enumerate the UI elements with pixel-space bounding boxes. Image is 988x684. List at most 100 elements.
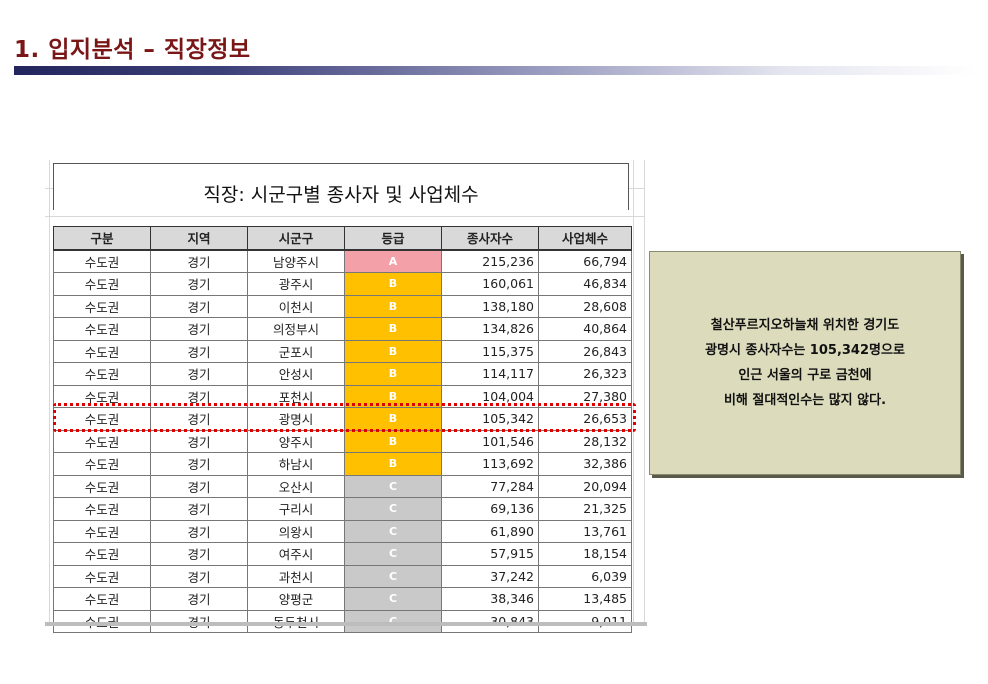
cell-city: 여주시 xyxy=(247,542,345,566)
cell-businesses: 18,154 xyxy=(538,542,632,566)
cell-businesses: 46,834 xyxy=(538,272,632,296)
cell-businesses: 6,039 xyxy=(538,564,632,588)
cell-grade: C xyxy=(344,519,442,543)
cell-region: 경기 xyxy=(150,587,248,611)
cell-grade: C xyxy=(344,474,442,498)
cell-businesses: 66,794 xyxy=(538,249,632,273)
note-line: 비해 절대적인수는 많지 않다. xyxy=(723,393,887,408)
cell-workers: 38,346 xyxy=(441,587,539,611)
cell-region: 경기 xyxy=(150,429,248,453)
cell-region: 경기 xyxy=(150,294,248,318)
cell-city: 의정부시 xyxy=(247,317,345,341)
title-underline-bar xyxy=(14,66,976,75)
cell-workers: 37,242 xyxy=(441,564,539,588)
cell-grade: A xyxy=(344,249,442,273)
cell-city: 과천시 xyxy=(247,564,345,588)
cell-workers: 69,136 xyxy=(441,497,539,521)
table-row: 수도권 경기 안성시 B 114,117 26,323 xyxy=(53,362,632,386)
table-row: 수도권경기동두천시C30,8439,011 xyxy=(53,609,632,633)
cell-division: 수도권 xyxy=(53,452,151,476)
table-row: 수도권 경기 포천시 B 104,004 27,380 xyxy=(53,384,632,408)
cell-businesses: 28,132 xyxy=(538,429,632,453)
cell-division: 수도권 xyxy=(53,294,151,318)
cell-city: 남양주시 xyxy=(247,249,345,273)
sheet-gridline xyxy=(633,160,634,625)
cell-grade: C xyxy=(344,497,442,521)
cell-city: 하남시 xyxy=(247,452,345,476)
page-title: 1. 입지분석 – 직장정보 xyxy=(14,37,251,63)
table-row: 수도권 경기 하남시 B 113,692 32,386 xyxy=(53,452,632,476)
cell-city: 오산시 xyxy=(247,474,345,498)
sheet-gridline xyxy=(45,216,645,217)
cell-grade: C xyxy=(344,587,442,611)
cell-workers: 61,890 xyxy=(441,519,539,543)
note-box: 철산푸르지오하늘채 위치한 경기도 광명시 종사자수는 105,342명으로 인… xyxy=(649,251,961,475)
cell-division: 수도권 xyxy=(53,249,151,273)
cell-businesses: 28,608 xyxy=(538,294,632,318)
header-division: 구분 xyxy=(53,226,151,251)
cell-businesses: 32,386 xyxy=(538,452,632,476)
cell-workers: 77,284 xyxy=(441,474,539,498)
cell-businesses: 40,864 xyxy=(538,317,632,341)
cell-division: 수도권 xyxy=(53,339,151,363)
cell-businesses: 9,011 xyxy=(538,609,632,633)
cell-city: 안성시 xyxy=(247,362,345,386)
cell-workers: 114,117 xyxy=(441,362,539,386)
highlight-box-gwangmyeong xyxy=(53,403,636,432)
table-row: 수도권 경기 과천시 C 37,242 6,039 xyxy=(53,564,632,588)
cell-grade: B xyxy=(344,429,442,453)
cell-workers: 101,546 xyxy=(441,429,539,453)
cell-grade: B xyxy=(344,317,442,341)
cell-region: 경기 xyxy=(150,317,248,341)
cell-division: 수도권 xyxy=(53,564,151,588)
cell-city: 군포시 xyxy=(247,339,345,363)
sheet-bottom-edge xyxy=(45,622,647,626)
cell-region: 경기 xyxy=(150,362,248,386)
data-table: 구분 지역 시군구 등급 종사자수 사업체수 수도권 경기 남양주시 A 215,236… xyxy=(53,226,632,633)
cell-grade: C xyxy=(344,609,442,633)
cell-businesses: 26,653 xyxy=(538,407,632,431)
table-row: 수도권 경기 양평군 C 38,346 13,485 xyxy=(53,587,632,611)
cell-city: 이천시 xyxy=(247,294,345,318)
cell-workers: 113,692 xyxy=(441,452,539,476)
cell-region: 경기 xyxy=(150,609,248,633)
cell-city: 광주시 xyxy=(247,272,345,296)
table-row: 수도권 경기 의왕시 C 61,890 13,761 xyxy=(53,519,632,543)
table-area: 직장: 시군구별 종사자 및 사업체수 구분 지역 시군구 등급 종사자수 사업… xyxy=(45,160,647,633)
table-row: 수도권 경기 여주시 C 57,915 18,154 xyxy=(53,542,632,566)
cell-region: 경기 xyxy=(150,452,248,476)
table-row: 수도권 경기 광명시 B 105,342 26,653 xyxy=(53,407,632,431)
cell-division: 수도권 xyxy=(53,474,151,498)
cell-grade: B xyxy=(344,362,442,386)
cell-region: 경기 xyxy=(150,407,248,431)
cell-region: 경기 xyxy=(150,339,248,363)
cell-region: 경기 xyxy=(150,564,248,588)
header-businesses: 사업체수 xyxy=(538,226,632,251)
note-line: 인근 서울의 구로 금천에 xyxy=(738,368,872,383)
cell-businesses: 26,323 xyxy=(538,362,632,386)
cell-division: 수도권 xyxy=(53,609,151,633)
cell-workers: 215,236 xyxy=(441,249,539,273)
cell-workers: 134,826 xyxy=(441,317,539,341)
cell-division: 수도권 xyxy=(53,497,151,521)
sheet-gridline xyxy=(644,160,645,625)
note-line: 철산푸르지오하늘채 위치한 경기도 xyxy=(710,318,900,333)
cell-division: 수도권 xyxy=(53,429,151,453)
header-city: 시군구 xyxy=(247,226,345,251)
cell-city: 양주시 xyxy=(247,429,345,453)
cell-grade: C xyxy=(344,564,442,588)
cell-region: 경기 xyxy=(150,272,248,296)
cell-division: 수도권 xyxy=(53,519,151,543)
cell-division: 수도권 xyxy=(53,317,151,341)
cell-division: 수도권 xyxy=(53,272,151,296)
cell-grade: B xyxy=(344,272,442,296)
cell-businesses: 13,761 xyxy=(538,519,632,543)
table-row: 수도권 경기 양주시 B 101,546 28,132 xyxy=(53,429,632,453)
header-grade: 등급 xyxy=(344,226,442,251)
table-row: 수도권 경기 군포시 B 115,375 26,843 xyxy=(53,339,632,363)
note-line: 광명시 종사자수는 105,342명으로 xyxy=(705,343,905,358)
cell-region: 경기 xyxy=(150,497,248,521)
cell-region: 경기 xyxy=(150,519,248,543)
cell-division: 수도권 xyxy=(53,542,151,566)
table-row: 수도권 경기 광주시 B 160,061 46,834 xyxy=(53,272,632,296)
